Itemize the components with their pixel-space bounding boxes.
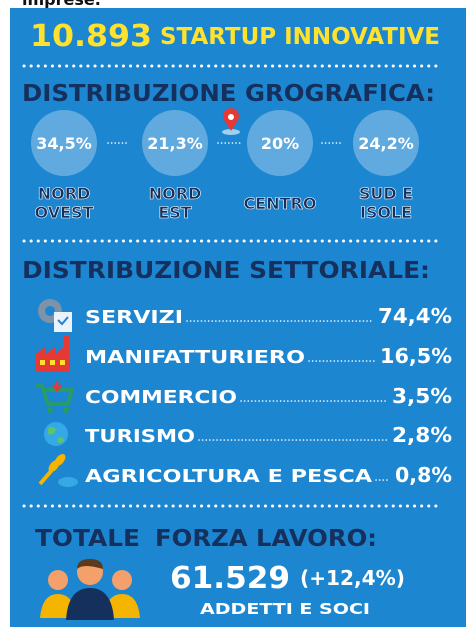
sector-value: 3,5% (392, 384, 452, 408)
region-value: 20% (261, 134, 299, 153)
sector-label: SERVIZI (85, 307, 183, 328)
icon-tourism (44, 422, 68, 446)
region-label: CENTRO (244, 194, 317, 213)
region-label: EST (158, 203, 191, 222)
region-label: ISOLE (360, 203, 412, 222)
infographic: imprese. 10.893 STARTUP INNOVATIVE DISTR… (0, 0, 468, 627)
sectors-title: DISTRIBUZIONE SETTORIALE: (22, 258, 430, 284)
sector-value: 2,8% (392, 423, 452, 447)
sector-value: 74,4% (378, 304, 452, 328)
region-value: 34,5% (36, 134, 92, 153)
region-value: 24,2% (358, 134, 414, 153)
sector-value: 16,5% (380, 344, 452, 368)
workforce-number: 61.529 (170, 561, 290, 596)
workforce-title: FORZA LAVORO: (155, 526, 377, 552)
headline-label: STARTUP INNOVATIVE (160, 24, 440, 50)
region-value: 21,3% (147, 134, 203, 153)
sector-label: AGRICOLTURA E PESCA (85, 466, 372, 487)
sector-label: MANIFATTURIERO (85, 347, 305, 368)
workforce-change: (+12,4%) (300, 566, 405, 590)
sector-value: 0,8% (395, 463, 452, 487)
region-label: NORD (38, 184, 91, 203)
top-fragment: imprese. (22, 0, 101, 9)
geo-title: DISTRIBUZIONE GROGRAFICA: (22, 81, 435, 107)
page: {"top_fragment": "imprese.", "headline":… (0, 0, 468, 627)
region-label: SUD E (359, 184, 413, 203)
sector-label: COMMERCIO (85, 387, 237, 408)
sector-label: TURISMO (85, 426, 195, 447)
workforce-title: TOTALE (35, 526, 140, 552)
headline-number: 10.893 (30, 19, 152, 54)
workforce-caption: ADDETTI E SOCI (200, 600, 370, 618)
region-label: OVEST (35, 203, 94, 222)
region-label: NORD (149, 184, 202, 203)
